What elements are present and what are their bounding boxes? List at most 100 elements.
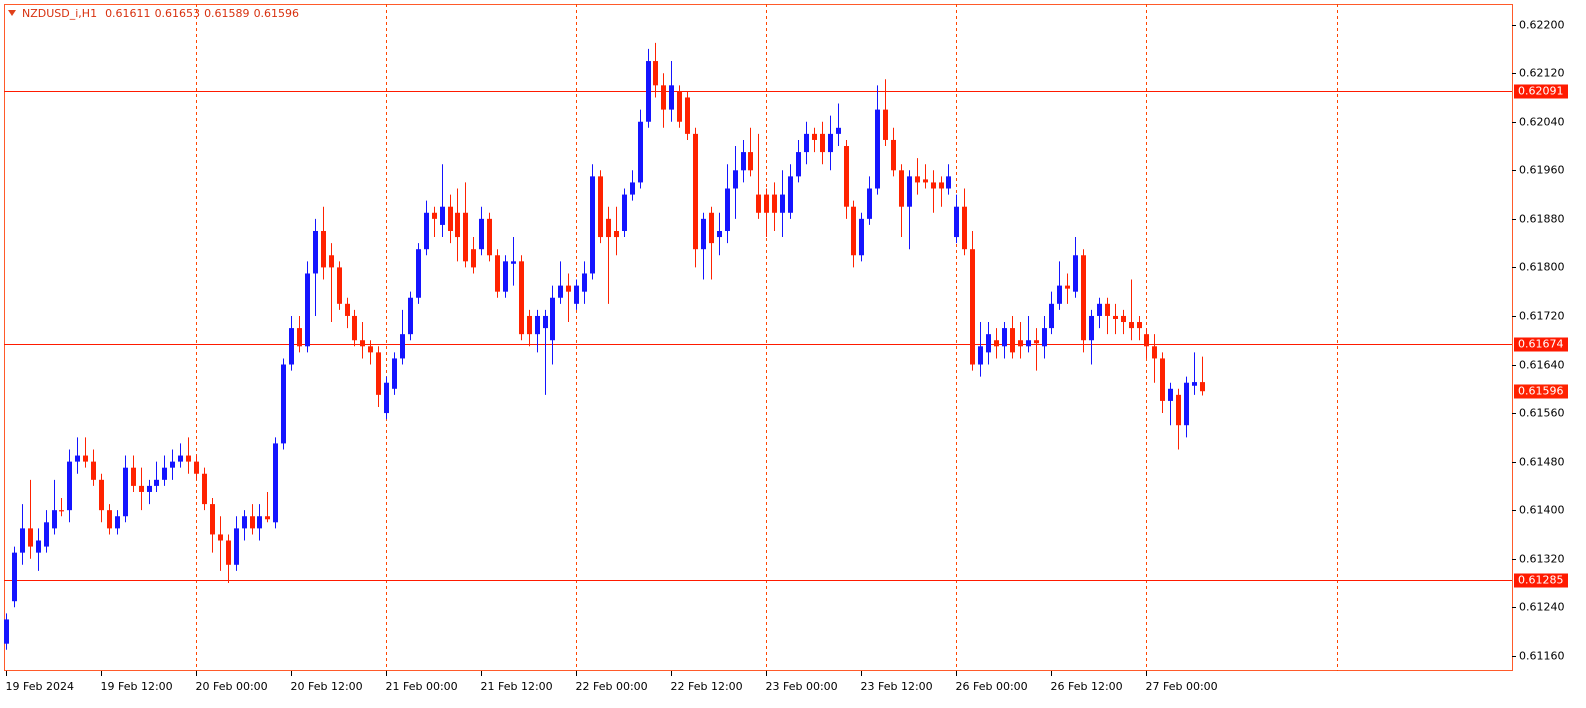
candle-body xyxy=(321,230,326,268)
candle-body xyxy=(946,176,951,189)
candle-body xyxy=(1089,315,1094,341)
candle-body xyxy=(4,619,9,644)
candle-body xyxy=(1137,322,1142,329)
candle-body xyxy=(52,510,57,529)
candle-body xyxy=(954,206,959,238)
candle-body xyxy=(661,85,666,110)
candle-body xyxy=(67,461,72,511)
candle-body xyxy=(376,352,381,395)
candle-body xyxy=(1081,255,1086,341)
candle-body xyxy=(265,516,270,520)
candle-body xyxy=(733,170,738,189)
last-price-box xyxy=(1514,384,1568,399)
candle-body xyxy=(725,188,730,231)
candle-body xyxy=(479,218,484,250)
candle-body xyxy=(28,528,33,547)
candle-body xyxy=(1065,285,1070,289)
candle-body xyxy=(455,212,460,238)
candle-body xyxy=(178,455,183,462)
y-tick-label: 0.62200 xyxy=(1519,19,1565,32)
candle-body xyxy=(1176,394,1181,426)
candle-body xyxy=(915,176,920,183)
candle-body xyxy=(891,139,896,171)
candle-body xyxy=(653,61,658,86)
header-low: 0.61589 xyxy=(204,7,250,20)
candle-body xyxy=(875,109,880,189)
candle-body xyxy=(440,206,445,225)
x-tick-label: 23 Feb 00:00 xyxy=(766,680,838,693)
candle-body xyxy=(812,133,817,140)
candle-body xyxy=(923,179,928,183)
candle-body xyxy=(154,479,159,486)
candle-body xyxy=(978,346,983,365)
candle-body xyxy=(511,261,516,264)
candle-body xyxy=(582,273,587,292)
candle-body xyxy=(1129,322,1134,329)
x-tick-label: 26 Feb 00:00 xyxy=(956,680,1028,693)
candle-body xyxy=(1113,315,1118,319)
header-arrow xyxy=(8,10,16,16)
candle-body xyxy=(352,315,357,341)
candle-body xyxy=(250,516,255,529)
y-tick-label: 0.61240 xyxy=(1519,601,1565,614)
candle-body xyxy=(622,194,627,231)
candle-body xyxy=(883,109,888,140)
candle-body xyxy=(107,510,112,529)
candle-body xyxy=(273,443,278,523)
candle-body xyxy=(1034,340,1039,344)
candle-body xyxy=(646,61,651,122)
y-tick-label: 0.61160 xyxy=(1519,650,1565,663)
candle-body xyxy=(242,516,247,529)
y-tick-label: 0.61320 xyxy=(1519,553,1565,566)
candle-body xyxy=(867,188,872,219)
candle-body xyxy=(289,328,294,365)
candle-body xyxy=(131,467,136,486)
candle-body xyxy=(147,485,152,492)
x-tick-label: 22 Feb 12:00 xyxy=(671,680,743,693)
candle-body xyxy=(677,91,682,122)
candle-body xyxy=(1184,382,1189,426)
candle-body xyxy=(828,133,833,153)
x-tick-label: 19 Feb 12:00 xyxy=(101,680,173,693)
level-label-box xyxy=(1514,573,1568,588)
candle-body xyxy=(1010,328,1015,353)
candle-body xyxy=(1018,340,1023,347)
candle-body xyxy=(614,230,619,238)
candle-body xyxy=(859,218,864,256)
candle-body xyxy=(669,85,674,110)
y-tick-label: 0.62120 xyxy=(1519,67,1565,80)
candle-body xyxy=(487,218,492,256)
candle-body xyxy=(709,212,714,244)
y-tick-label: 0.61560 xyxy=(1519,407,1565,420)
candle-body xyxy=(899,170,904,207)
x-tick-label: 19 Feb 2024 xyxy=(6,680,74,693)
candle-body xyxy=(907,176,912,207)
candle-body xyxy=(91,461,96,480)
candle-body xyxy=(1160,358,1165,401)
candle-body xyxy=(12,552,17,602)
candle-body xyxy=(99,479,104,511)
x-tick-label: 22 Feb 00:00 xyxy=(576,680,648,693)
candle-body xyxy=(432,212,437,219)
candle-body xyxy=(313,230,318,274)
candle-body xyxy=(741,152,746,171)
candle-body xyxy=(772,194,777,213)
candle-body xyxy=(44,522,49,547)
candle-body xyxy=(756,194,761,213)
candle-body xyxy=(804,133,809,153)
candle-body xyxy=(392,358,397,389)
candle-body xyxy=(685,97,690,134)
candle-body xyxy=(764,194,769,213)
candle-body xyxy=(234,528,239,565)
header-high: 0.61653 xyxy=(155,7,201,20)
candle-body xyxy=(717,230,722,238)
candle-body xyxy=(931,182,936,189)
y-tick-label: 0.61400 xyxy=(1519,504,1565,517)
candle-body xyxy=(297,328,302,347)
candle-body xyxy=(836,127,841,134)
level-label: 0.61674 xyxy=(1518,338,1564,351)
candle-body xyxy=(194,461,199,474)
candle-body xyxy=(780,194,785,213)
